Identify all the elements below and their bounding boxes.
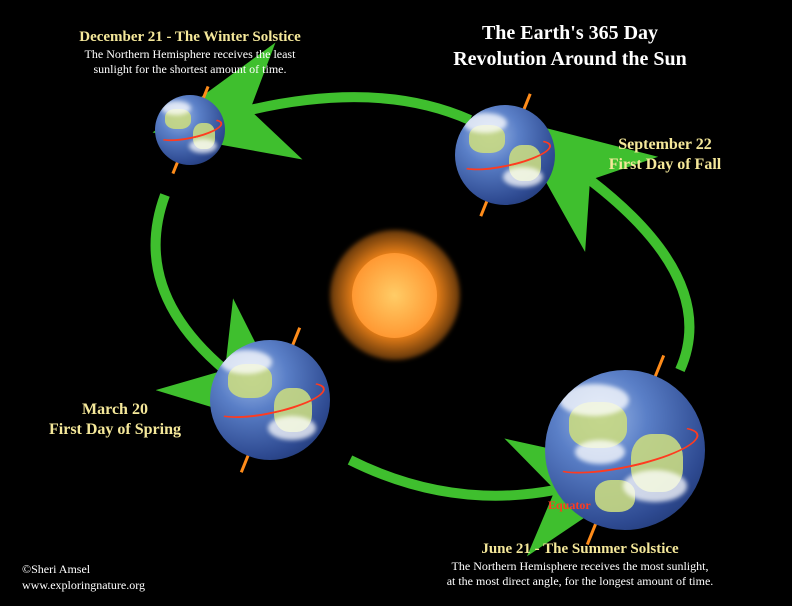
credit-line2: www.exploringnature.org	[22, 578, 145, 592]
arrow-spring-summer	[350, 460, 555, 496]
label-summer: June 21 - The Summer Solstice The Northe…	[375, 540, 785, 589]
credit-line1: ©Sheri Amsel	[22, 562, 90, 576]
fall-heading: September 22	[570, 135, 760, 155]
earth-winter	[155, 95, 225, 165]
spring-sub-heading: First Day of Spring	[20, 420, 210, 440]
summer-sub: The Northern Hemisphere receives the mos…	[375, 559, 785, 589]
label-fall: September 22 First Day of Fall	[570, 135, 760, 175]
winter-heading: December 21 - The Winter Solstice	[30, 28, 350, 47]
arrow-summer-fall	[590, 180, 689, 370]
label-winter: December 21 - The Winter Solstice The No…	[30, 28, 350, 77]
equator-label: Equator	[548, 498, 591, 513]
summer-heading: June 21 - The Summer Solstice	[375, 540, 785, 559]
arrow-fall-winter	[250, 97, 470, 120]
spring-heading: March 20	[20, 400, 210, 420]
earth-spring	[210, 340, 330, 460]
credit: ©Sheri Amsel www.exploringnature.org	[22, 562, 145, 593]
winter-sub: The Northern Hemisphere receives the lea…	[30, 47, 350, 77]
earth-fall	[455, 105, 555, 205]
label-spring: March 20 First Day of Spring	[20, 400, 210, 440]
fall-sub-heading: First Day of Fall	[570, 155, 760, 175]
